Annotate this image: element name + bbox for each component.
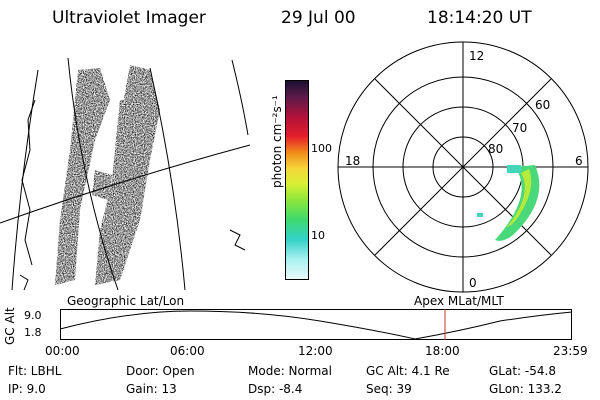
polar-plot: 12 18 6 0 60 70 80 [337,41,589,293]
timeline-xtick-2359: 23:59 [553,344,588,358]
app-title: Ultraviolet Imager [52,8,206,28]
timeline-axis-label: GC Alt [3,307,17,345]
apex-panel-label: Apex MLat/MLT [414,294,504,308]
mlt-label-0: 0 [469,276,477,290]
gain-info: Gain: 13 [126,382,177,396]
colorbar-tick-10: 10 [311,229,325,242]
colorbar-tick-100: 100 [311,142,332,155]
colorbar-title: photon cm⁻²s⁻¹ [270,95,284,188]
mlt-label-18: 18 [345,154,360,168]
ip-info: IP: 9.0 [8,382,46,396]
timeline-xtick-0000: 00:00 [45,344,80,358]
lat-label-80: 80 [488,142,503,156]
timeline-xtick-1200: 12:00 [298,344,333,358]
colorbar [285,80,309,280]
flt-info: Flt: LBHL [8,364,62,378]
lat-label-60: 60 [535,98,550,112]
glat-info: GLat: -54.8 [489,364,556,378]
time-label: 18:14:20 UT [427,8,532,28]
mlt-label-6: 6 [575,154,583,168]
timeline-ytick-9: 9.0 [24,309,42,322]
date-label: 29 Jul 00 [281,8,356,28]
timeline-xtick-1800: 18:00 [425,344,460,358]
geographic-panel-label: Geographic Lat/Lon [67,294,185,308]
dsp-info: Dsp: -8.4 [248,382,303,396]
glon-info: GLon: 133.2 [489,382,562,396]
seq-info: Seq: 39 [366,382,412,396]
timeline-ytick-1-8: 1.8 [24,326,42,339]
mode-info: Mode: Normal [248,364,332,378]
gc-alt-info: GC Alt: 4.1 Re [366,364,450,378]
door-info: Door: Open [126,364,195,378]
timeline-xtick-0600: 06:00 [170,344,205,358]
timeline-plot [59,309,573,340]
geographic-map [0,57,251,290]
lat-label-70: 70 [512,121,527,135]
mlt-label-12: 12 [469,49,484,63]
